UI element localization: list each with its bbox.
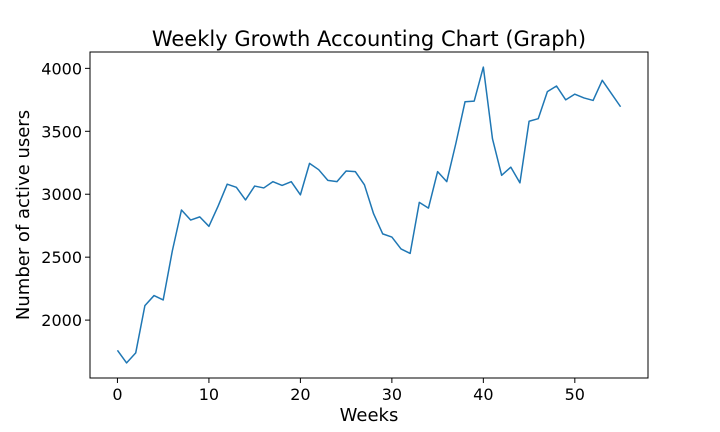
series-line: [116, 66, 622, 364]
y-tick-label: 3500: [41, 122, 82, 141]
y-axis-label: Number of active users: [13, 110, 34, 320]
y-tick-label: 4000: [41, 59, 82, 78]
series-layer: [116, 66, 622, 364]
y-tick-label: 3000: [41, 185, 82, 204]
plot-area: 0 10 20 30 40 50 2000 2500 3000 3500 4000: [41, 51, 649, 404]
plot-frame: [89, 51, 649, 379]
y-tick-label: 2500: [41, 248, 82, 267]
x-tick-label: 30: [382, 385, 402, 404]
x-tick-label: 10: [199, 385, 219, 404]
x-axis: 0 10 20 30 40 50: [112, 378, 585, 404]
x-tick-label: 0: [112, 385, 122, 404]
x-tick-label: 50: [565, 385, 585, 404]
x-tick-label: 40: [473, 385, 493, 404]
chart-title: Weekly Growth Accounting Chart (Graph): [152, 27, 586, 51]
x-axis-label: Weeks: [340, 405, 399, 426]
y-tick-label: 2000: [41, 311, 82, 330]
x-tick-label: 20: [290, 385, 310, 404]
y-axis: 2000 2500 3000 3500 4000: [41, 59, 90, 330]
